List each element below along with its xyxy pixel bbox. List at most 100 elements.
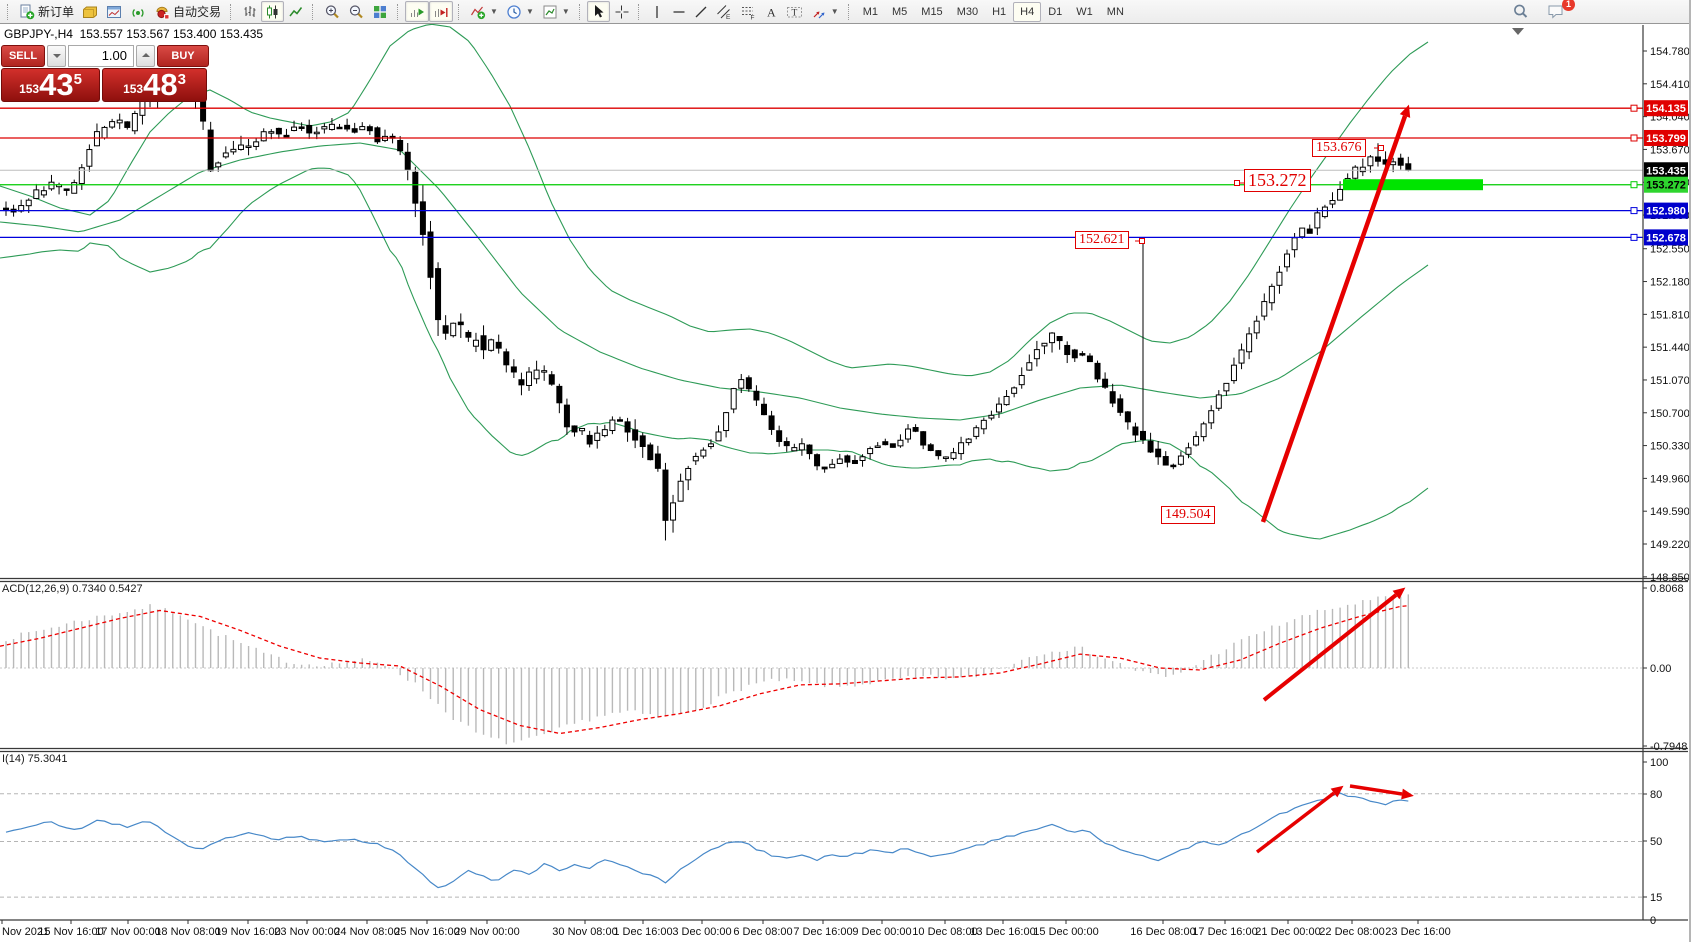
horizontal-line-objects[interactable] bbox=[0, 104, 1643, 241]
svg-text:80: 80 bbox=[1650, 789, 1662, 801]
label-icon: T bbox=[786, 6, 802, 18]
bar-chart-button[interactable] bbox=[238, 1, 261, 22]
tf-m5-button[interactable]: M5 bbox=[892, 5, 908, 18]
tf-m1-button[interactable]: M1 bbox=[862, 5, 878, 18]
price-annotation[interactable]: 153.676 bbox=[1312, 139, 1366, 158]
crosshair-button[interactable] bbox=[610, 1, 633, 22]
profiles-button[interactable] bbox=[78, 1, 102, 22]
tf-mn-button[interactable]: MN bbox=[1106, 5, 1124, 18]
sell-price-display[interactable]: 153 43 5 bbox=[1, 68, 100, 102]
svg-text:154.410: 154.410 bbox=[1650, 79, 1690, 91]
line-chart-button[interactable] bbox=[284, 1, 307, 22]
signals-button[interactable] bbox=[126, 1, 150, 22]
zoom-out-button[interactable] bbox=[344, 1, 368, 22]
new-order-button[interactable]: 新订单 bbox=[15, 1, 78, 22]
main-toolbar: 新订单 自动交易 ▼ ▼ bbox=[0, 0, 1691, 24]
svg-text:-0.7948: -0.7948 bbox=[1650, 741, 1687, 753]
chat-button[interactable]: 1 bbox=[1543, 0, 1575, 22]
cursor-button[interactable] bbox=[586, 1, 610, 22]
svg-text:A: A bbox=[767, 5, 776, 19]
price-annotation[interactable]: 149.504 bbox=[1161, 506, 1215, 525]
svg-text:15: 15 bbox=[1650, 892, 1662, 904]
price-badge bbox=[1644, 129, 1688, 146]
auto-scroll-button[interactable] bbox=[405, 1, 430, 22]
svg-text:153.670: 153.670 bbox=[1650, 144, 1690, 156]
autotrading-button[interactable]: 自动交易 bbox=[150, 1, 225, 22]
buy-price-display[interactable]: 153 48 3 bbox=[102, 68, 207, 102]
tf-h4-button[interactable]: H4 bbox=[1013, 1, 1042, 22]
arrow-tools-button[interactable]: ▼ bbox=[807, 1, 843, 22]
indicators-button[interactable]: ▼ bbox=[466, 1, 502, 22]
sell-button[interactable]: SELL bbox=[1, 45, 45, 67]
price-badge bbox=[1644, 229, 1688, 246]
thick-trend-segment[interactable] bbox=[1343, 179, 1483, 191]
toolbar-grip[interactable] bbox=[7, 3, 10, 20]
x-axis-date-label: 1 Dec 16:00 bbox=[613, 926, 672, 938]
tf-d1-button[interactable]: D1 bbox=[1048, 5, 1063, 18]
x-axis-date-label: 23 Dec 16:00 bbox=[1385, 926, 1450, 938]
channel-button[interactable]: E bbox=[712, 1, 736, 22]
horizontal-line-icon bbox=[673, 10, 685, 13]
templates-button[interactable]: ▼ bbox=[538, 1, 574, 22]
toolbar-grip[interactable] bbox=[847, 3, 851, 20]
tf-m15-button[interactable]: M15 bbox=[921, 5, 943, 18]
svg-text:152.980: 152.980 bbox=[1646, 206, 1686, 218]
market-watch-button[interactable] bbox=[102, 1, 126, 22]
tf-m30-button[interactable]: M30 bbox=[956, 5, 979, 18]
search-button[interactable] bbox=[1508, 1, 1533, 22]
vertical-line-button[interactable] bbox=[646, 1, 668, 22]
svg-text:152.678: 152.678 bbox=[1646, 232, 1686, 244]
svg-text:149.960: 149.960 bbox=[1650, 473, 1690, 485]
rsi-indicator-label: I(14) 75.3041 bbox=[2, 753, 68, 765]
label-button[interactable]: T bbox=[782, 1, 807, 22]
svg-text:F: F bbox=[750, 14, 754, 20]
text-button[interactable]: A bbox=[760, 1, 782, 22]
toolbar-grip[interactable] bbox=[578, 3, 582, 20]
candlestick-chart-icon bbox=[267, 5, 278, 18]
volume-increase-button[interactable] bbox=[136, 45, 155, 67]
toolbar-grip[interactable] bbox=[637, 3, 641, 20]
volume-input[interactable]: 1.00 bbox=[68, 45, 134, 67]
tf-h1-button[interactable]: H1 bbox=[992, 5, 1007, 18]
buy-button[interactable]: BUY bbox=[157, 45, 209, 67]
svg-text:100: 100 bbox=[1650, 757, 1668, 769]
tile-windows-button[interactable] bbox=[368, 1, 392, 22]
periods-button[interactable]: ▼ bbox=[502, 1, 538, 22]
search-icon bbox=[1514, 4, 1528, 18]
candlestick-chart-button[interactable] bbox=[261, 1, 285, 22]
new-order-icon bbox=[20, 4, 35, 19]
fibonacci-button[interactable]: F bbox=[736, 1, 760, 22]
toolbar-grip[interactable] bbox=[397, 3, 400, 20]
line-endpoint-marker bbox=[1630, 233, 1638, 241]
chart-shift-marker[interactable] bbox=[1512, 28, 1524, 35]
volume-decrease-button[interactable] bbox=[47, 45, 66, 67]
arrow-tools-icon bbox=[813, 11, 825, 18]
zoom-in-button[interactable] bbox=[320, 1, 344, 22]
tf-w1-button[interactable]: W1 bbox=[1076, 5, 1093, 18]
periods-icon bbox=[507, 4, 521, 19]
chart-shift-button[interactable] bbox=[429, 1, 454, 22]
x-axis-date-label: 7 Dec 16:00 bbox=[793, 926, 852, 938]
x-axis-date-label: 29 Nov 00:00 bbox=[454, 926, 519, 938]
x-axis-date-label: 16 Dec 08:00 bbox=[1130, 926, 1195, 938]
bollinger-bands bbox=[0, 23, 1429, 540]
svg-text:153.799: 153.799 bbox=[1646, 133, 1686, 145]
line-endpoint-marker bbox=[1630, 207, 1638, 215]
price-annotation[interactable]: 152.621 bbox=[1075, 231, 1129, 250]
trend-arrows[interactable] bbox=[1255, 104, 1414, 854]
price-badge bbox=[1644, 162, 1688, 179]
toolbar-grip[interactable] bbox=[230, 3, 233, 20]
svg-text:152.180: 152.180 bbox=[1650, 277, 1690, 289]
price-annotation[interactable]: 153.272 bbox=[1244, 169, 1311, 192]
horizontal-line-button[interactable] bbox=[668, 1, 690, 22]
x-axis-date-label: 13 Dec 16:00 bbox=[970, 926, 1035, 938]
toolbar-grip[interactable] bbox=[312, 3, 315, 20]
trendline-button[interactable] bbox=[690, 1, 712, 22]
cursor-icon bbox=[594, 4, 604, 17]
toolbar-grip[interactable] bbox=[458, 3, 461, 20]
autotrading-label: 自动交易 bbox=[173, 5, 222, 19]
svg-text:154.135: 154.135 bbox=[1646, 103, 1686, 115]
axes-and-scales[interactable]: 154.780154.410154.040153.670153.300152.9… bbox=[0, 25, 1690, 938]
chart-shift-icon bbox=[435, 7, 448, 17]
